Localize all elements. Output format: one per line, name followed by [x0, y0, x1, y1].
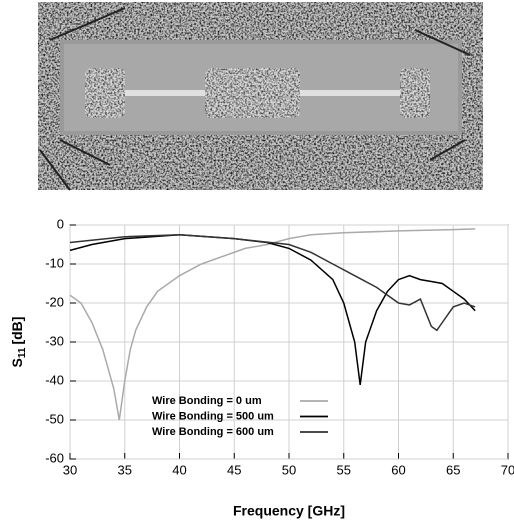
y-axis-label-main: S	[9, 358, 25, 367]
x-tick-label: 55	[337, 462, 351, 477]
series-line	[69, 233, 476, 385]
y-tick-label: 0	[57, 216, 64, 231]
y-tick-label: -10	[45, 255, 64, 270]
x-tick-label: 65	[446, 462, 460, 477]
y-tick-label: -60	[45, 450, 64, 465]
x-tick-label: 70	[501, 462, 514, 477]
y-tick-label: -50	[45, 411, 64, 426]
x-tick-label: 30	[63, 462, 77, 477]
y-tick-label: -30	[45, 333, 64, 348]
x-tick-label: 60	[391, 462, 405, 477]
micrograph	[38, 2, 483, 191]
y-tick-label: -20	[45, 294, 64, 309]
x-tick-label: 40	[172, 462, 186, 477]
y-axis-label-subscript: 11	[17, 347, 28, 358]
y-axis-label-unit: [dB]	[9, 317, 25, 345]
series-line	[69, 228, 476, 421]
y-axis-label: S11 [dB]	[9, 317, 28, 368]
x-tick-label: 35	[118, 462, 132, 477]
legend-label: Wire Bonding = 600 um	[152, 426, 274, 438]
legend-label: Wire Bonding = 0 um	[152, 395, 262, 407]
x-axis-label: Frequency [GHz]	[233, 503, 345, 519]
x-tick-label: 45	[227, 462, 241, 477]
y-tick-label: -40	[45, 372, 64, 387]
x-tick-label: 50	[282, 462, 296, 477]
legend-label: Wire Bonding = 500 um	[152, 410, 274, 422]
series-line	[69, 233, 476, 332]
